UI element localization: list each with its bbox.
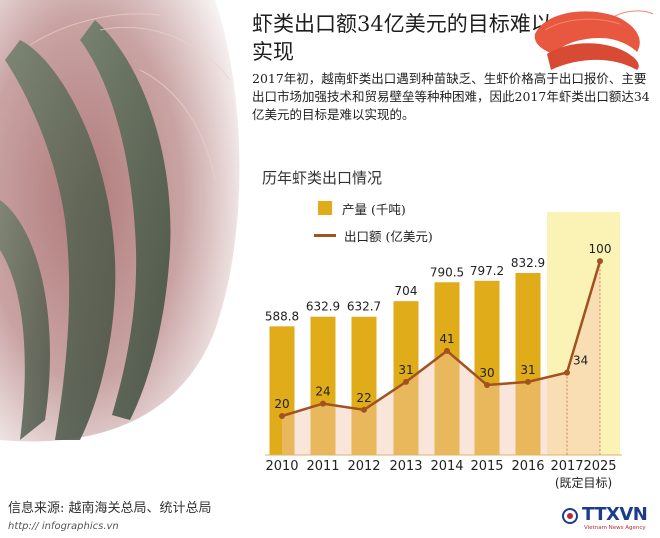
website-watermark: http:// infographics.vn [8,521,119,532]
x-tick-2010: 2010 [265,459,298,474]
line-label-2011: 24 [315,385,330,399]
line-point-2012 [361,406,367,413]
target-note-label: (既定目标) [555,475,612,490]
legend-item-production: 产量 (千吨) [318,198,433,218]
line-point-2017 [564,369,570,376]
bar-2010 [269,326,295,455]
bar-label-2010: 588.8 [265,309,299,323]
legend-swatch-bar [318,201,332,215]
legend-label-export-value: 出口额 (亿美元) [344,228,433,244]
line-point-2015 [484,382,490,388]
chart-legend: 产量 (千吨) 出口额 (亿美元) [314,198,433,252]
bar-2013 [393,301,419,455]
bar-2016 [515,273,541,455]
x-tick-2025: 2025 [583,459,616,474]
line-label-2016: 31 [520,363,535,377]
bar-2012 [351,316,377,455]
bar-label-2016: 832.9 [511,256,545,270]
shrimp-photo [0,0,240,442]
line-point-2010 [279,413,285,419]
x-tick-2012: 2012 [347,459,380,474]
bar-2014 [434,282,460,455]
line-point-2013 [403,378,409,385]
bar-label-2012: 632.7 [347,300,381,314]
globe-icon [562,508,578,524]
chart-title: 历年虾类出口情况 [262,169,383,187]
ttxvn-logo: TTXVN Vietnam News Agency [562,504,656,534]
x-tick-2016: 2016 [511,459,544,474]
bar-2011 [310,316,336,455]
line-label-2014: 41 [439,332,454,346]
line-area-shading [282,261,600,455]
line-label-2015: 30 [479,366,494,380]
legend-item-export-value: 出口额 (亿美元) [314,225,433,245]
bar-label-2014: 790.5 [430,265,464,279]
line-point-2016 [525,378,531,385]
logo-subtitle: Vietnam News Agency [584,525,646,531]
x-tick-2015: 2015 [470,459,503,474]
bar-label-2013: 704 [395,284,418,298]
cooked-shrimp-illustration [534,10,654,70]
line-point-2014 [444,347,450,354]
line-label-2017: 34 [573,354,588,368]
line-label-2012: 22 [356,391,371,405]
target-highlight-band [547,212,620,455]
line-point-2011 [320,400,326,407]
intro-paragraph: 2017年初，越南虾类出口遇到种苗缺乏、生虾价格高于出口报价、主要出口市场加强技… [252,71,650,122]
page-title: 虾类出口额34亿美元的目标难以实现 [252,12,552,64]
bar-label-2011: 632.9 [306,300,340,314]
legend-label-production: 产量 (千吨) [342,201,406,217]
x-tick-2011: 2011 [306,459,339,474]
bar-label-2015: 797.2 [470,264,504,278]
line-label-2025: 100 [589,242,612,256]
legend-swatch-line [314,233,336,237]
source-note: 信息来源: 越南海关总局、统计总局 [8,501,212,516]
line-label-2010: 20 [274,397,289,411]
x-tick-2014: 2014 [430,459,463,474]
x-tick-2017: 2017 [550,459,583,474]
logo-text: TTXVN [582,504,648,525]
bar-2015 [474,280,500,455]
line-label-2013: 31 [398,363,413,377]
line-point-2025 [597,258,603,265]
x-tick-2013: 2013 [389,459,422,474]
